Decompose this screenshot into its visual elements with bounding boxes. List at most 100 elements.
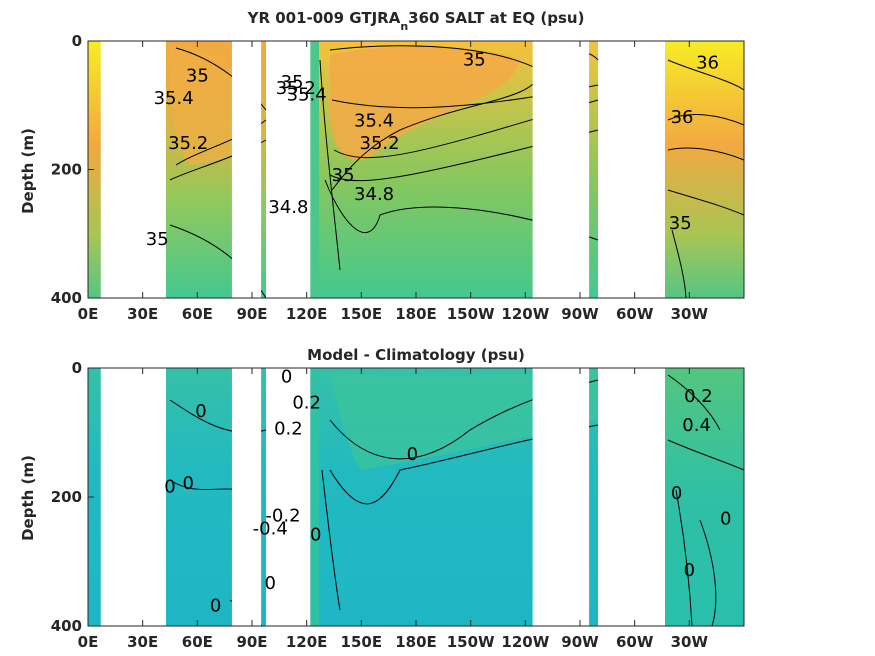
contour-label: 35.2 <box>360 133 400 154</box>
land-mask <box>100 368 590 626</box>
contour-label: 0 <box>264 573 275 594</box>
y-tick-label: 0 <box>72 32 82 50</box>
x-tick-label: 90E <box>236 633 267 651</box>
positive-anomaly-region <box>330 370 598 470</box>
y-tick-label: 0 <box>72 359 82 377</box>
contour-line <box>699 519 717 627</box>
x-tick-label: 120W <box>501 305 549 323</box>
x-tick-label: 30W <box>671 305 709 323</box>
contour-line <box>324 179 599 241</box>
contour-label: 36 <box>696 52 719 73</box>
contour-label: 35.2 <box>168 133 208 154</box>
contour-label: 35 <box>463 49 486 70</box>
contour-label: 34.8 <box>268 197 308 218</box>
contour-label: 0.4 <box>682 415 711 436</box>
contour-label: 34.8 <box>354 184 394 205</box>
x-tick-label: 90W <box>561 633 599 651</box>
x-tick-label: 60E <box>182 305 213 323</box>
x-tick-label: 30E <box>127 305 158 323</box>
land-gap <box>231 368 262 626</box>
contour-label: 0.2 <box>274 418 303 439</box>
land-gap <box>532 41 590 298</box>
contour-label: 35 <box>332 165 355 186</box>
contour-label: -0.2 <box>265 505 300 526</box>
high-salinity-core <box>330 46 520 160</box>
x-tick-label: 90W <box>561 305 599 323</box>
land-gap <box>231 41 262 298</box>
contour-label: 35.4 <box>287 85 327 106</box>
x-tick-label: 0E <box>78 633 99 651</box>
field-atlantic-west <box>665 41 744 298</box>
land-gap <box>304 41 311 298</box>
contour-label: 0 <box>684 560 695 581</box>
contour-label: 0.2 <box>684 386 713 407</box>
contour-line <box>667 439 745 471</box>
field-atlantic-west <box>665 368 744 626</box>
y-tick-label: 400 <box>51 617 82 635</box>
land-gap <box>272 368 291 626</box>
contour-line <box>667 147 745 161</box>
panel-difference: Model - Climatology (psu) Depth (m) 00 00… <box>19 346 745 651</box>
contour-label: 0 <box>671 483 682 504</box>
contour-label: 35 <box>146 229 169 250</box>
contour-label: 35 <box>186 65 209 86</box>
contour-line <box>675 489 693 627</box>
panel-2-ticks: 0E 30E 60E 90E 120E 150E 180E 150W 120W 90W 60W 30W… <box>51 359 709 651</box>
contour-label: 0 <box>407 444 418 465</box>
panel-2-field <box>88 368 744 626</box>
x-tick-label: 30W <box>671 633 709 651</box>
panel-1-ticks: 0E 30E 60E 90E 120E 150E 180E 150W 120W 90W 60W 30W… <box>51 32 709 323</box>
contour-label: 0 <box>281 367 292 388</box>
contour-line <box>671 229 687 299</box>
contour-label: 35 <box>281 72 304 93</box>
land-gap <box>532 368 590 626</box>
x-tick-label: 150E <box>341 305 383 323</box>
contour-label: 36 <box>671 107 694 128</box>
x-tick-label: 0E <box>78 305 99 323</box>
contour-label: 0 <box>195 401 206 422</box>
contour-line <box>319 59 341 271</box>
x-tick-label: 30E <box>127 633 158 651</box>
panel-1-title: YR 001-009 GTJRAn360 SALT at EQ (psu) <box>247 9 585 33</box>
contour-line <box>667 374 721 431</box>
panel-1-contour-labels: 3535.435.2353535.235.435.435.23534.834.8… <box>146 49 719 250</box>
land-gap <box>100 368 152 626</box>
contour-line <box>667 59 745 91</box>
contour-label: 35.4 <box>154 88 194 109</box>
contour-label: 35.4 <box>354 110 394 131</box>
x-tick-label: 120W <box>501 633 549 651</box>
contour-label: 0 <box>310 525 321 546</box>
contour-line <box>667 114 745 126</box>
contour-line <box>321 469 341 611</box>
contour-label: 0.2 <box>292 392 321 413</box>
x-tick-label: 60W <box>616 305 654 323</box>
contour-line <box>667 189 745 216</box>
contour-label: 0 <box>164 476 175 497</box>
x-tick-label: 180E <box>395 305 437 323</box>
x-tick-label: 60W <box>616 633 654 651</box>
x-tick-label: 120E <box>286 633 328 651</box>
x-tick-label: 150W <box>447 305 495 323</box>
y-tick-label: 200 <box>51 488 82 506</box>
field-atlantic-east <box>88 368 104 626</box>
field-atlantic-east <box>88 41 104 298</box>
contour-label: -0.4 <box>253 518 288 539</box>
land-mask <box>100 41 590 298</box>
x-tick-label: 180E <box>395 633 437 651</box>
contour-label: 35.2 <box>276 78 316 99</box>
panel-2-ylabel: Depth (m) <box>19 455 37 541</box>
x-tick-label: 120E <box>286 305 328 323</box>
panel-2-title: Model - Climatology (psu) <box>307 346 525 364</box>
land-gap <box>304 368 311 626</box>
x-tick-label: 90E <box>236 305 267 323</box>
y-tick-label: 400 <box>51 289 82 307</box>
contour-label: 35 <box>669 213 692 234</box>
land-gap <box>100 41 152 298</box>
contour-label: 0 <box>182 473 193 494</box>
land-gap <box>272 41 291 298</box>
contour-label: 0 <box>720 509 731 530</box>
panel-1-ylabel: Depth (m) <box>19 128 37 214</box>
y-tick-label: 200 <box>51 161 82 179</box>
